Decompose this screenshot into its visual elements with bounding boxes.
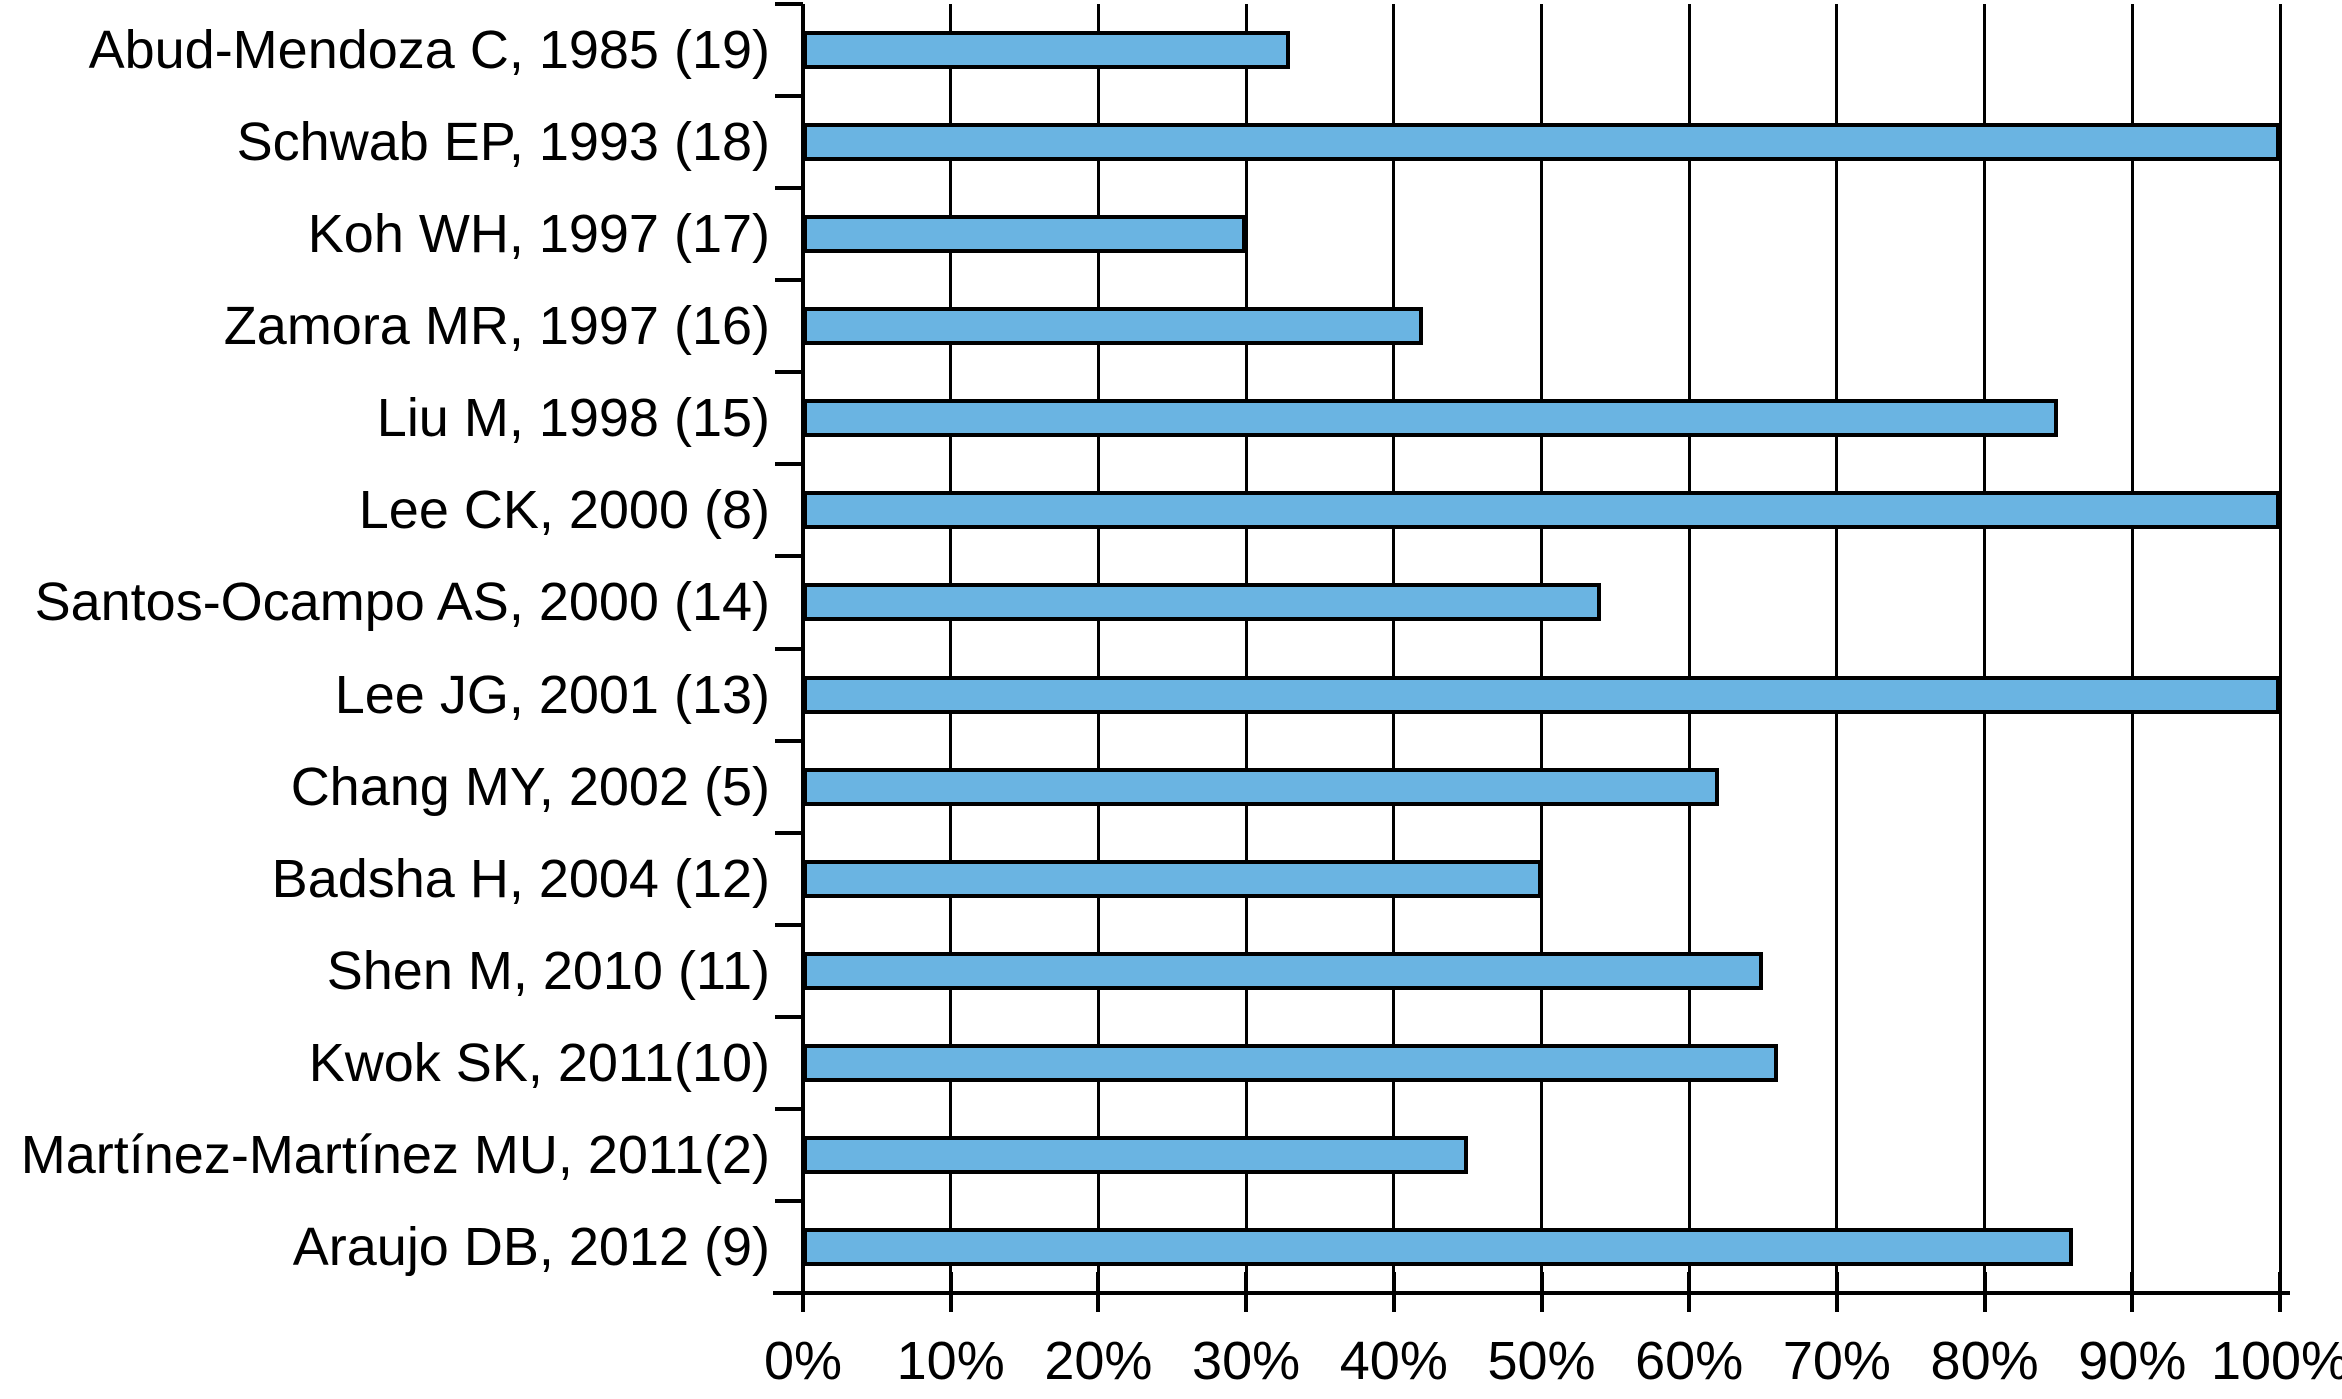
bar	[803, 1227, 2074, 1266]
y-tick	[775, 462, 803, 467]
x-tick-label: 60%	[1635, 1331, 1744, 1391]
category-label: Araujo DB, 2012 (9)	[292, 1216, 770, 1277]
x-tick-label: 50%	[1487, 1331, 1596, 1391]
gridline	[1983, 4, 1987, 1293]
x-tick	[1244, 1272, 1249, 1312]
y-tick	[775, 646, 803, 651]
y-tick	[775, 1198, 803, 1203]
x-tick-label: 90%	[2078, 1331, 2187, 1391]
bar	[803, 583, 1601, 622]
x-tick	[1982, 1272, 1987, 1312]
gridline	[1687, 4, 1691, 1293]
category-label: Koh WH, 1997 (17)	[307, 204, 770, 265]
gridline	[1096, 4, 1100, 1293]
y-axis-line	[801, 4, 805, 1293]
x-tick-label: 40%	[1339, 1331, 1448, 1391]
bar	[803, 1043, 1778, 1082]
y-tick	[775, 554, 803, 559]
category-label: Shen M, 2010 (11)	[326, 940, 770, 1001]
category-label: Schwab EP, 1993 (18)	[236, 112, 770, 173]
plot-area	[803, 4, 2282, 1293]
y-tick	[775, 922, 803, 927]
x-tick-label: 70%	[1782, 1331, 1891, 1391]
x-tick-label: 100%	[2210, 1331, 2342, 1391]
y-tick	[775, 738, 803, 743]
gridline	[2130, 4, 2134, 1293]
x-tick-label: 80%	[1930, 1331, 2039, 1391]
x-tick-label: 10%	[896, 1331, 1005, 1391]
x-tick	[1834, 1272, 1839, 1312]
x-axis-line	[773, 1291, 2290, 1295]
x-tick	[2130, 1272, 2135, 1312]
category-label: Liu M, 1998 (15)	[376, 388, 770, 449]
gridline	[1244, 4, 1248, 1293]
y-tick	[775, 186, 803, 191]
bar	[803, 31, 1291, 70]
category-label: Santos-Ocampo AS, 2000 (14)	[34, 572, 770, 633]
x-tick-label: 30%	[1192, 1331, 1301, 1391]
x-tick	[801, 1272, 805, 1312]
y-tick	[775, 1014, 803, 1019]
category-label: Zamora MR, 1997 (16)	[223, 296, 770, 357]
y-tick	[775, 2, 803, 6]
bar	[803, 1135, 1468, 1174]
category-label: Abud-Mendoza C, 1985 (19)	[88, 20, 770, 81]
gridline	[1835, 4, 1839, 1293]
x-tick	[1539, 1272, 1544, 1312]
y-tick	[775, 1106, 803, 1111]
bar	[803, 123, 2280, 162]
gridline	[1540, 4, 1543, 1293]
bar	[803, 859, 1542, 898]
bar	[803, 307, 1424, 346]
category-label: Lee JG, 2001 (13)	[334, 664, 770, 725]
y-tick	[775, 830, 803, 835]
bar	[803, 951, 1764, 990]
category-label: Martínez-Martínez MU, 2011(2)	[20, 1124, 770, 1185]
category-label: Lee CK, 2000 (8)	[358, 480, 770, 541]
category-label: Chang MY, 2002 (5)	[290, 756, 770, 817]
x-tick-label: 0%	[763, 1331, 843, 1391]
y-tick	[775, 370, 803, 375]
bar	[803, 767, 1719, 806]
bar	[803, 675, 2280, 714]
x-tick	[1391, 1272, 1396, 1312]
x-tick	[1096, 1272, 1101, 1312]
x-tick	[948, 1272, 953, 1312]
category-label: Badsha H, 2004 (12)	[271, 848, 770, 909]
bar	[803, 491, 2280, 530]
x-tick	[1687, 1272, 1692, 1312]
x-tick	[2278, 1272, 2282, 1312]
bar	[803, 215, 1247, 254]
gridline	[2278, 4, 2282, 1293]
bar	[803, 399, 2059, 438]
y-tick	[775, 94, 803, 99]
y-tick	[775, 278, 803, 283]
category-label: Kwok SK, 2011(10)	[308, 1032, 770, 1093]
gridline	[949, 4, 953, 1293]
gridline	[1392, 4, 1396, 1293]
x-tick-label: 20%	[1044, 1331, 1153, 1391]
